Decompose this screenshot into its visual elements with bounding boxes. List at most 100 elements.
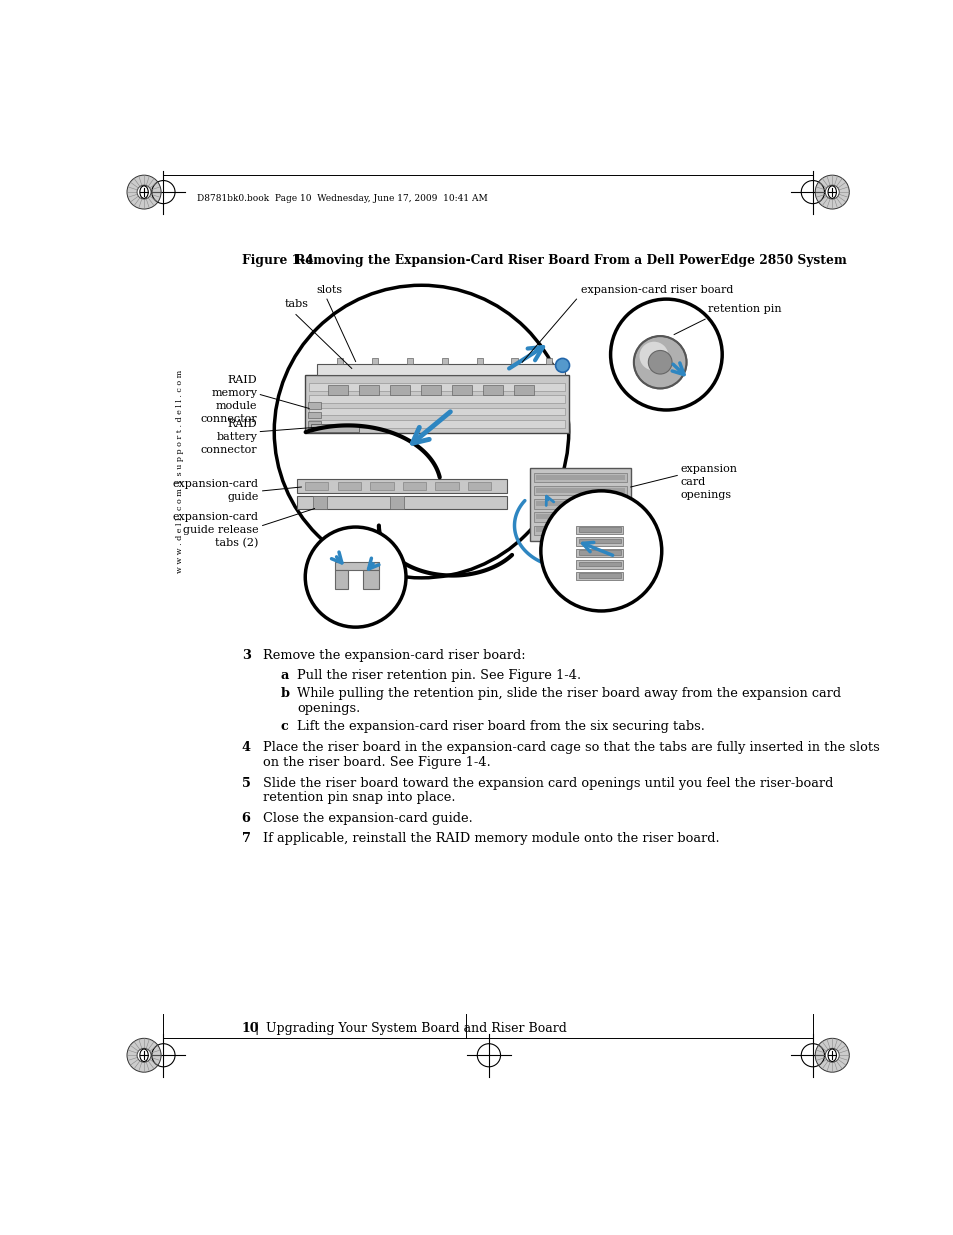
- Circle shape: [137, 185, 151, 199]
- Polygon shape: [335, 562, 378, 571]
- Polygon shape: [441, 358, 447, 364]
- Polygon shape: [511, 358, 517, 364]
- Text: 10: 10: [241, 1021, 259, 1035]
- Polygon shape: [468, 483, 491, 490]
- Text: expansion-card riser board: expansion-card riser board: [580, 284, 733, 294]
- Circle shape: [824, 1049, 839, 1062]
- Polygon shape: [309, 395, 564, 403]
- Polygon shape: [536, 488, 624, 493]
- Circle shape: [137, 1049, 151, 1062]
- Circle shape: [648, 351, 671, 374]
- Text: Upgrading Your System Board and Riser Board: Upgrading Your System Board and Riser Bo…: [266, 1021, 567, 1035]
- Circle shape: [555, 358, 569, 372]
- Polygon shape: [578, 538, 620, 543]
- Polygon shape: [406, 358, 413, 364]
- Text: Close the expansion-card guide.: Close the expansion-card guide.: [262, 811, 472, 825]
- Text: 6: 6: [241, 811, 251, 825]
- Polygon shape: [578, 527, 620, 531]
- Polygon shape: [311, 424, 359, 431]
- Polygon shape: [534, 487, 626, 495]
- Polygon shape: [307, 411, 320, 419]
- Polygon shape: [578, 562, 620, 567]
- Polygon shape: [536, 474, 624, 480]
- Polygon shape: [297, 479, 506, 493]
- Polygon shape: [390, 385, 410, 395]
- Circle shape: [610, 299, 721, 410]
- Polygon shape: [435, 483, 458, 490]
- Circle shape: [127, 175, 161, 209]
- Text: If applicable, reinstall the RAID memory module onto the riser board.: If applicable, reinstall the RAID memory…: [262, 832, 719, 845]
- Polygon shape: [307, 403, 320, 409]
- Polygon shape: [536, 501, 624, 506]
- Text: Slide the riser board toward the expansion card openings until you feel the rise: Slide the riser board toward the expansi…: [262, 777, 832, 789]
- Polygon shape: [576, 561, 622, 568]
- Polygon shape: [297, 496, 506, 509]
- Polygon shape: [307, 421, 320, 427]
- Circle shape: [274, 285, 568, 578]
- Polygon shape: [370, 483, 394, 490]
- Polygon shape: [476, 358, 482, 364]
- Text: retention pin: retention pin: [707, 304, 781, 314]
- Polygon shape: [309, 420, 564, 427]
- Polygon shape: [309, 408, 564, 415]
- Polygon shape: [372, 358, 377, 364]
- Polygon shape: [576, 548, 622, 557]
- Polygon shape: [390, 496, 404, 509]
- Polygon shape: [483, 385, 502, 395]
- Polygon shape: [534, 473, 626, 483]
- Circle shape: [639, 342, 668, 370]
- Text: 3: 3: [241, 648, 251, 662]
- Text: Place the riser board in the expansion-card cage so that the tabs are fully inse: Place the riser board in the expansion-c…: [262, 741, 879, 755]
- Text: c: c: [280, 720, 288, 734]
- Text: on the riser board. See Figure 1-4.: on the riser board. See Figure 1-4.: [262, 756, 490, 768]
- Circle shape: [305, 527, 406, 627]
- Polygon shape: [576, 572, 622, 580]
- Text: D8781bk0.book  Page 10  Wednesday, June 17, 2009  10:41 AM: D8781bk0.book Page 10 Wednesday, June 17…: [196, 194, 487, 203]
- Polygon shape: [452, 385, 472, 395]
- Text: w w w . d e l l . c o m  |  s u p p o r t . d e l l . c o m: w w w . d e l l . c o m | s u p p o r t …: [175, 370, 184, 573]
- Text: slots: slots: [316, 284, 343, 294]
- Text: 4: 4: [241, 741, 251, 755]
- Polygon shape: [421, 385, 440, 395]
- Polygon shape: [576, 537, 622, 546]
- Polygon shape: [336, 358, 343, 364]
- Polygon shape: [534, 513, 626, 521]
- Text: |: |: [254, 1021, 259, 1035]
- Polygon shape: [578, 573, 620, 578]
- Polygon shape: [402, 483, 426, 490]
- Polygon shape: [514, 385, 534, 395]
- Polygon shape: [305, 375, 568, 433]
- Polygon shape: [328, 385, 348, 395]
- Text: Remove the expansion-card riser board:: Remove the expansion-card riser board:: [262, 648, 525, 662]
- Polygon shape: [578, 550, 620, 555]
- Text: expansion
card
openings: expansion card openings: [679, 464, 737, 499]
- Polygon shape: [359, 385, 378, 395]
- Text: 5: 5: [241, 777, 251, 789]
- Text: expansion-card
guide release
tabs (2): expansion-card guide release tabs (2): [172, 513, 258, 548]
- Text: 7: 7: [241, 832, 251, 845]
- Text: Lift the expansion-card riser board from the six securing tabs.: Lift the expansion-card riser board from…: [297, 720, 704, 734]
- Circle shape: [540, 490, 661, 611]
- Circle shape: [815, 1039, 848, 1072]
- Text: RAID
battery
connector: RAID battery connector: [200, 419, 257, 454]
- Text: Figure 1-4.: Figure 1-4.: [241, 254, 317, 268]
- Text: a: a: [280, 668, 289, 682]
- Polygon shape: [335, 571, 348, 589]
- Text: tabs: tabs: [285, 299, 309, 309]
- Text: openings.: openings.: [297, 701, 360, 715]
- Text: RAID
memory
module
connector: RAID memory module connector: [200, 375, 257, 424]
- Polygon shape: [536, 527, 624, 532]
- Text: retention pin snap into place.: retention pin snap into place.: [262, 792, 455, 804]
- Polygon shape: [305, 483, 328, 490]
- Polygon shape: [337, 483, 360, 490]
- Text: Removing the Expansion-Card Riser Board From a Dell PowerEdge 2850 System: Removing the Expansion-Card Riser Board …: [294, 254, 846, 268]
- Polygon shape: [530, 468, 630, 541]
- Polygon shape: [309, 383, 564, 390]
- Text: expansion-card
guide: expansion-card guide: [172, 479, 258, 503]
- Polygon shape: [546, 358, 552, 364]
- Circle shape: [633, 336, 686, 389]
- Text: Pull the riser retention pin. See Figure 1-4.: Pull the riser retention pin. See Figure…: [297, 668, 581, 682]
- Text: b: b: [280, 687, 289, 700]
- Circle shape: [824, 185, 839, 199]
- Polygon shape: [313, 496, 327, 509]
